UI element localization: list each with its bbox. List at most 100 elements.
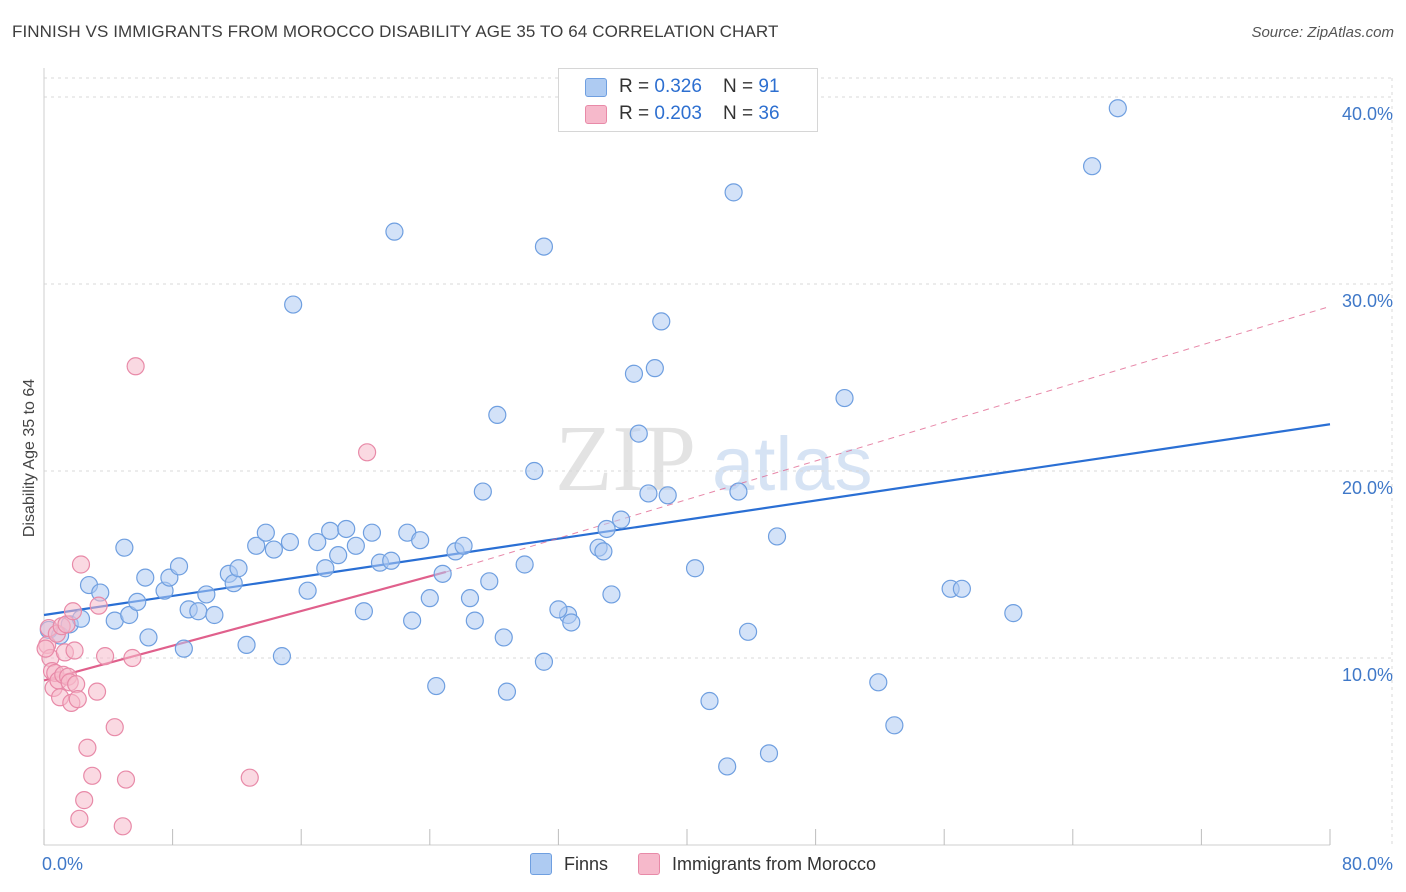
point-finns [280,532,300,552]
point-morocco [75,791,94,810]
point-finns [403,611,422,630]
tick-labels: 10.0% 20.0% 30.0% 40.0% 0.0% 80.0% [42,104,1393,874]
point-finns [700,691,719,711]
point-finns [515,555,534,574]
n-label: N = [723,76,759,97]
point-finns [611,510,631,529]
point-finns [488,405,507,424]
point-finns [189,602,208,621]
legend-item-finns[interactable]: Finns [530,853,608,875]
point-finns [645,359,664,378]
point-finns [759,744,779,763]
point-finns [264,540,283,559]
point-finns [337,519,356,539]
point-finns [597,519,616,539]
point-finns [433,564,452,583]
point-finns [465,611,484,630]
point-finns [197,585,216,604]
point-finns [460,589,480,608]
point-morocco [78,738,97,757]
point-morocco [105,718,124,737]
point-finns [346,536,365,555]
point-finns [480,572,499,591]
point-finns [724,183,743,202]
point-morocco [89,596,108,615]
point-finns [534,237,554,256]
point-finns [136,568,155,587]
series-legend: Finns Immigrants from Morocco [530,852,906,876]
y-tick-label: 20.0% [1342,478,1393,498]
x-tick-label-max: 80.0% [1342,854,1393,874]
point-finns [321,521,340,540]
n-label: N = [723,103,759,124]
point-finns [169,557,189,576]
point-finns [237,635,256,655]
point-finns [1004,604,1023,623]
point-finns [284,295,303,314]
chart-title: FINNISH VS IMMIGRANTS FROM MOROCCO DISAB… [12,22,779,41]
point-finns [1108,99,1127,118]
axes [43,68,1331,846]
point-finns [549,600,568,619]
point-finns [885,716,904,735]
data-points [36,99,1127,836]
point-morocco [68,690,87,709]
point-finns [454,536,473,555]
point-finns [256,523,275,542]
point-morocco [87,682,107,701]
point-morocco [63,602,83,621]
y-tick-label: 30.0% [1342,291,1393,311]
stats-legend-row-morocco: R = 0.203 N = 36 [585,102,780,126]
watermark: ZIP atlas [555,407,873,511]
point-finns [658,486,677,505]
trend-line-finns [43,423,1331,617]
point-finns [329,546,348,565]
point-morocco [358,443,377,462]
point-finns [247,536,266,555]
point-finns [120,605,139,625]
point-finns [427,676,446,696]
point-finns [382,551,401,570]
point-morocco [126,357,145,376]
point-finns [602,585,621,604]
point-finns [869,673,888,692]
point-finns [952,579,971,598]
point-morocco [116,770,136,789]
r-label: R = [619,103,655,124]
point-morocco [71,555,91,574]
point-morocco [67,675,86,694]
point-finns [1082,157,1102,176]
point-finns [624,364,644,383]
point-morocco [83,766,102,785]
legend-label-morocco: Immigrants from Morocco [672,853,877,874]
point-finns [835,388,854,408]
point-finns [562,613,581,632]
stats-legend-row-finns: R = 0.326 N = 91 [585,75,780,99]
legend-item-morocco[interactable]: Immigrants from Morocco [638,853,876,875]
source-label: Source: ZipAtlas.com [1251,24,1394,41]
legend-label-finns: Finns [564,853,609,874]
point-morocco [65,641,84,660]
point-morocco [123,648,142,668]
y-tick-label: 40.0% [1342,104,1393,124]
point-finns [115,538,134,557]
point-finns [494,628,513,647]
point-finns [473,482,492,501]
stats-legend: R = 0.326 N = 91 R = 0.203 N = 36 [558,68,818,132]
point-finns [128,592,147,612]
n-value-finns: 91 [758,76,780,97]
point-finns [718,757,737,776]
point-finns [497,682,517,701]
r-value-finns: 0.326 [654,76,702,97]
point-finns [316,559,335,578]
point-finns [534,652,554,671]
point-finns [685,559,705,578]
point-finns [525,461,544,481]
point-finns [272,647,292,666]
legend-swatch-morocco [638,853,661,875]
point-morocco [36,639,55,658]
point-finns [629,424,648,443]
r-label: R = [619,76,655,97]
legend-swatch-morocco [585,105,607,124]
